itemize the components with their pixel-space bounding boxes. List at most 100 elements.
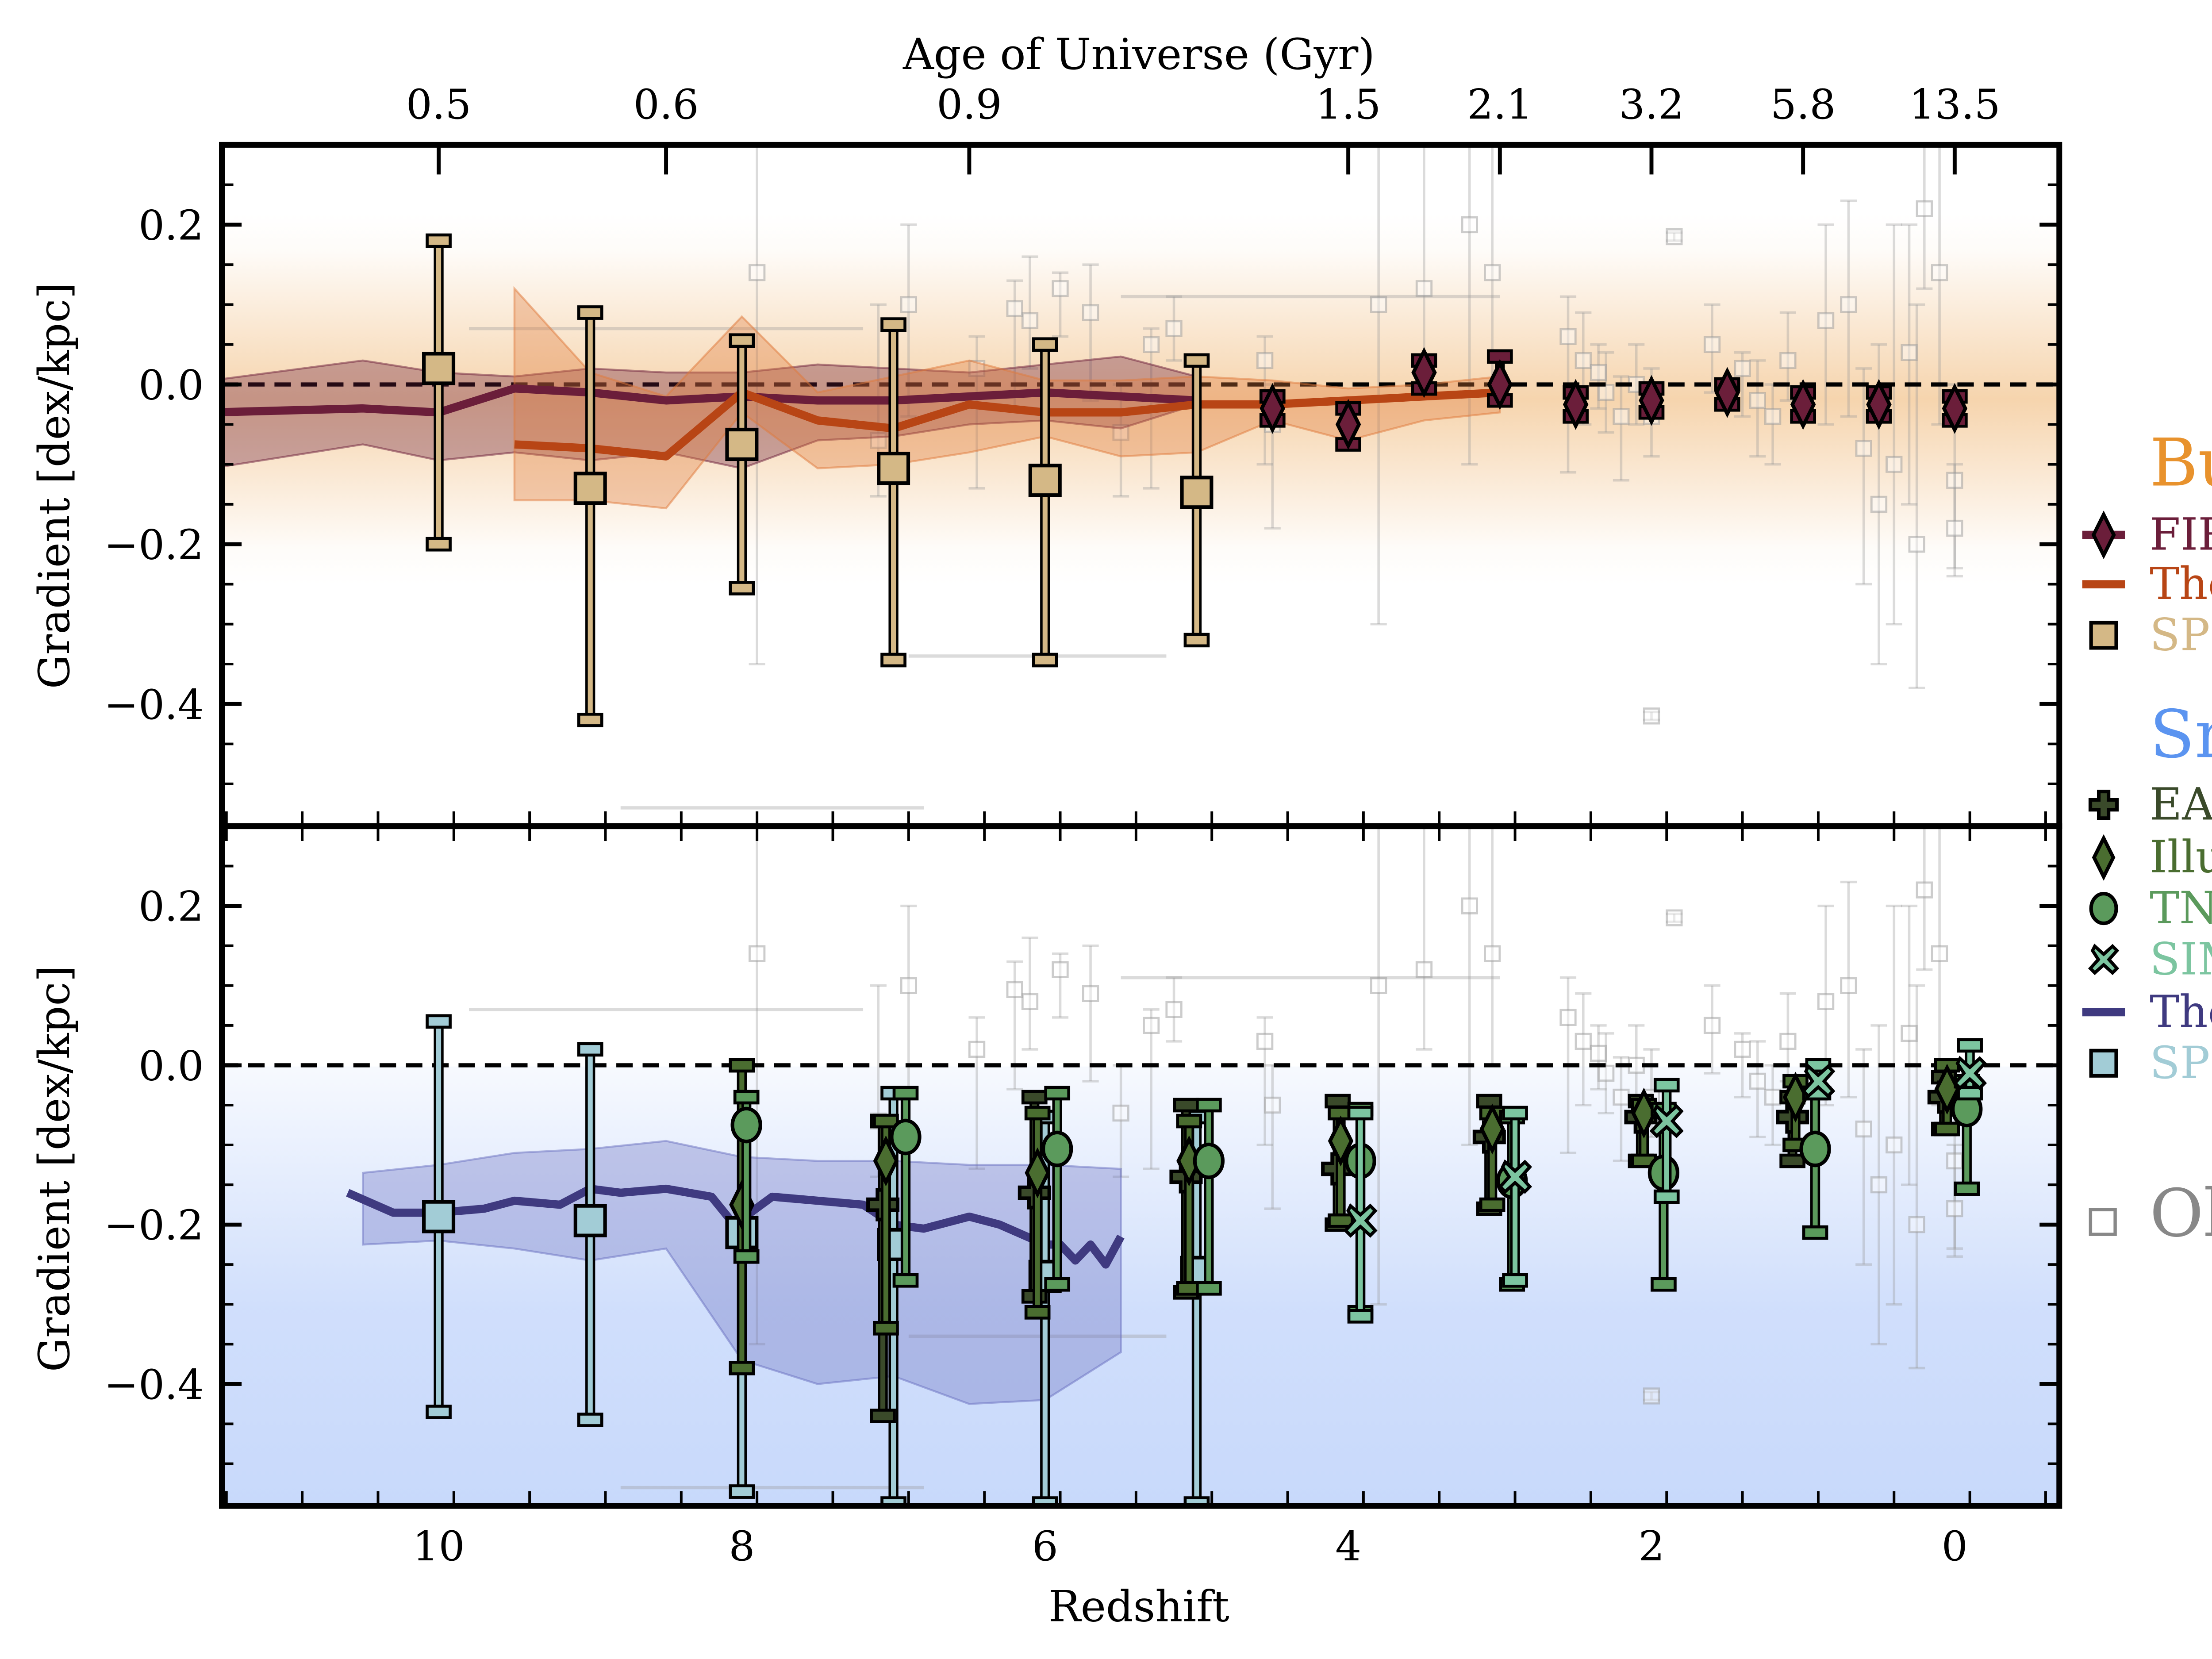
observation-point <box>1817 312 1835 329</box>
x-axis-title: Redshift <box>1048 1581 1229 1631</box>
observation-point <box>1006 981 1023 998</box>
observation-point <box>1559 1009 1577 1026</box>
x-tick-label: 10 <box>412 1522 465 1570</box>
observation-point <box>1370 977 1387 994</box>
tng-point <box>1041 1130 1073 1167</box>
eagle-errorbar-cap-high <box>1021 1090 1048 1105</box>
spice-bursty-errorbar-cap-high <box>880 317 906 332</box>
observation-point <box>1886 1136 1903 1154</box>
y-tick-label: 0.2 <box>138 883 204 930</box>
spice-bursty-errorbar-cap-high <box>729 333 755 348</box>
spice-bursty-errorbar-cap-low <box>729 581 755 595</box>
simba-errorbar-cap-low <box>1502 1273 1528 1288</box>
illustris-errorbar-cap-low <box>873 1321 899 1336</box>
tng-point <box>890 1118 922 1156</box>
spice-bursty-errorbar-cap-high <box>426 233 452 248</box>
observation-point <box>1931 945 1948 962</box>
legend-group-title: Bursty <box>2150 425 2212 501</box>
illustris-errorbar-cap-low <box>729 1361 755 1375</box>
spice-bursty-errorbar-cap-high <box>1032 337 1058 352</box>
observation-point <box>1916 881 1933 899</box>
eagle-errorbar-cap-low <box>1779 1153 1806 1168</box>
observation-point <box>1370 296 1387 313</box>
simba-point <box>1953 1056 1987 1091</box>
observation-point <box>968 1041 986 1058</box>
fire-2-point <box>1260 383 1286 434</box>
observation-point <box>1764 408 1782 425</box>
x-tick-label: 2 <box>1638 1522 1664 1570</box>
observation-point <box>1870 495 1888 513</box>
legend-label: TNG <box>2150 882 2212 934</box>
fire-2-point <box>1714 367 1740 418</box>
illustris-errorbar-cap-high <box>729 1058 755 1073</box>
tng-errorbar-cap-low <box>1044 1277 1071 1292</box>
illustris-errorbar-cap-low <box>1024 1305 1051 1320</box>
observation-point <box>1256 1033 1274 1050</box>
legend-label: SPICE Smooth <box>2150 1037 2212 1089</box>
observation-point <box>1734 1041 1751 1058</box>
observation-point <box>1143 1017 1160 1034</box>
observation-point <box>1484 945 1501 962</box>
illustris-errorbar-cap-low <box>1328 1213 1354 1228</box>
tng-errorbar-cap-high <box>1196 1098 1222 1113</box>
legend-eagle-icon <box>2088 789 2119 820</box>
spice-bursty-errorbar-cap-low <box>1183 633 1210 648</box>
tng-errorbar-cap-high <box>892 1086 919 1101</box>
observation-point <box>1643 1387 1660 1405</box>
observation-point <box>1779 352 1797 369</box>
observation-point <box>1666 228 1683 246</box>
observation-point <box>1916 200 1933 217</box>
y-tick-label: −0.2 <box>104 1202 204 1249</box>
spice-bursty-point <box>1028 464 1062 497</box>
legend-label: Thesan Box <box>2150 986 2212 1037</box>
simba-errorbar-cap-high <box>1502 1106 1528 1121</box>
observation-point <box>1666 909 1683 926</box>
y-tick-label: −0.4 <box>104 681 204 729</box>
observation-point <box>1764 1088 1782 1106</box>
simba-errorbar-cap-low <box>1347 1309 1374 1324</box>
y-tick-label: −0.4 <box>104 1361 204 1409</box>
y-axis-title-bottom: Gradient [dex/kpc] <box>29 965 79 1372</box>
observation-point <box>1749 1072 1766 1090</box>
spice-smooth-errorbar-cap-low <box>577 1413 603 1427</box>
axis-ticks <box>222 145 2059 1506</box>
thesan-box-median-line <box>346 1184 1125 1269</box>
observation-point <box>1256 352 1274 369</box>
y-axis-title-top: Gradient [dex/kpc] <box>29 282 79 689</box>
observation-point <box>1021 993 1039 1010</box>
observation-point <box>1165 320 1183 337</box>
illustris-errorbar-cap-high <box>1176 1114 1202 1129</box>
observation-point <box>1749 392 1766 409</box>
legend: Bursty FIRE−2Thesan ZoomSPICE Bursty Smoot… <box>2082 425 2212 1252</box>
observation-point <box>1840 977 1857 994</box>
observation-point <box>1931 264 1948 281</box>
spice-bursty-errorbar-cap-high <box>577 305 603 320</box>
spice-bursty-point <box>725 427 759 461</box>
observation-point <box>1484 264 1501 281</box>
simba-errorbar-cap-high <box>1347 1106 1374 1121</box>
observation-point <box>1598 1064 1615 1082</box>
top-axis-tick-label: 0.9 <box>937 81 1002 128</box>
fire-2-point <box>1487 359 1513 410</box>
legend-label: EAGLE <box>2150 779 2212 830</box>
observation-point <box>870 432 887 449</box>
tng-point <box>1799 1130 1831 1167</box>
observation-point <box>1613 408 1630 425</box>
observation-point <box>1082 985 1099 1002</box>
y-tick-label: 0.2 <box>138 201 204 249</box>
top-axis-tick-label: 2.1 <box>1467 81 1532 128</box>
simba-point <box>1649 1103 1684 1138</box>
observation-point <box>1112 1104 1129 1122</box>
tng-errorbar-cap-low <box>892 1273 919 1288</box>
legend-label: SPICE Bursty <box>2150 609 2212 661</box>
simba-errorbar-cap-low <box>1957 1086 1983 1101</box>
observation-point <box>1886 456 1903 473</box>
illustris-errorbar-cap-high <box>873 1114 899 1129</box>
tng-errorbar-cap-low <box>1802 1225 1828 1240</box>
legend-spice-smooth-icon <box>2089 1048 2118 1078</box>
legend-observations-square-icon <box>2089 1208 2117 1236</box>
simba-errorbar-cap-low <box>1653 1189 1680 1204</box>
eagle-errorbar-cap-high <box>1476 1094 1502 1109</box>
legend-tng-icon <box>2089 891 2118 926</box>
